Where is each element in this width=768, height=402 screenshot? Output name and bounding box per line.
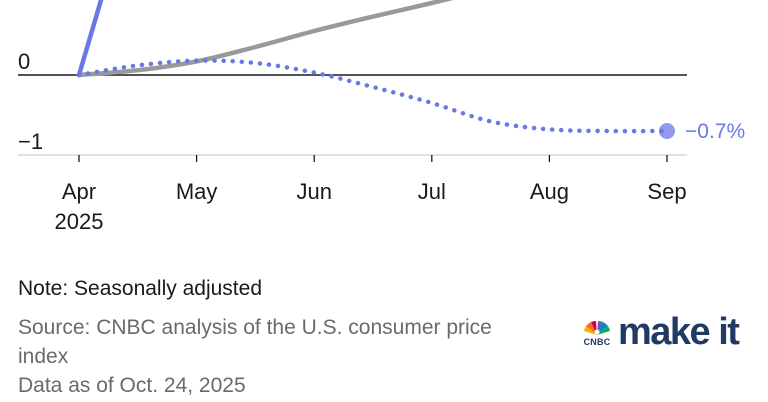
source-line-3: Data as of Oct. 24, 2025 — [18, 374, 246, 397]
make-it-wordmark: make it — [618, 311, 740, 353]
cnbc-peacock-icon: CNBC — [580, 318, 614, 347]
note-text: Note: Seasonally adjusted — [18, 277, 262, 300]
chart-area: 0 −1 Apr May Jun Jul Aug Sep 2025 −0.7% — [18, 0, 745, 234]
x-tick-label: Jun — [296, 179, 331, 204]
x-tick-label: Sep — [647, 179, 686, 204]
x-tick-label: Jul — [418, 179, 446, 204]
x-year-label: 2025 — [55, 209, 104, 234]
y-tick-label: −1 — [18, 129, 43, 154]
cnbc-make-it-logo: CNBC make it — [580, 311, 740, 353]
source-line-2: index — [18, 345, 69, 368]
series-line-2 — [76, 58, 670, 134]
x-tick-label: May — [176, 179, 218, 204]
source-line-1: Source: CNBC analysis of the U.S. consum… — [18, 316, 492, 339]
x-tick-label: Aug — [530, 179, 569, 204]
source-block: Source: CNBC analysis of the U.S. consum… — [18, 313, 563, 400]
y-tick-label: 0 — [18, 49, 30, 74]
series-end-point — [659, 123, 675, 139]
series-end-label: −0.7% — [685, 120, 745, 143]
cnbc-wordmark: CNBC — [583, 336, 611, 347]
x-tick-label: Apr — [62, 179, 96, 204]
series-line-0 — [76, 0, 454, 78]
series-line-1 — [76, 0, 104, 78]
